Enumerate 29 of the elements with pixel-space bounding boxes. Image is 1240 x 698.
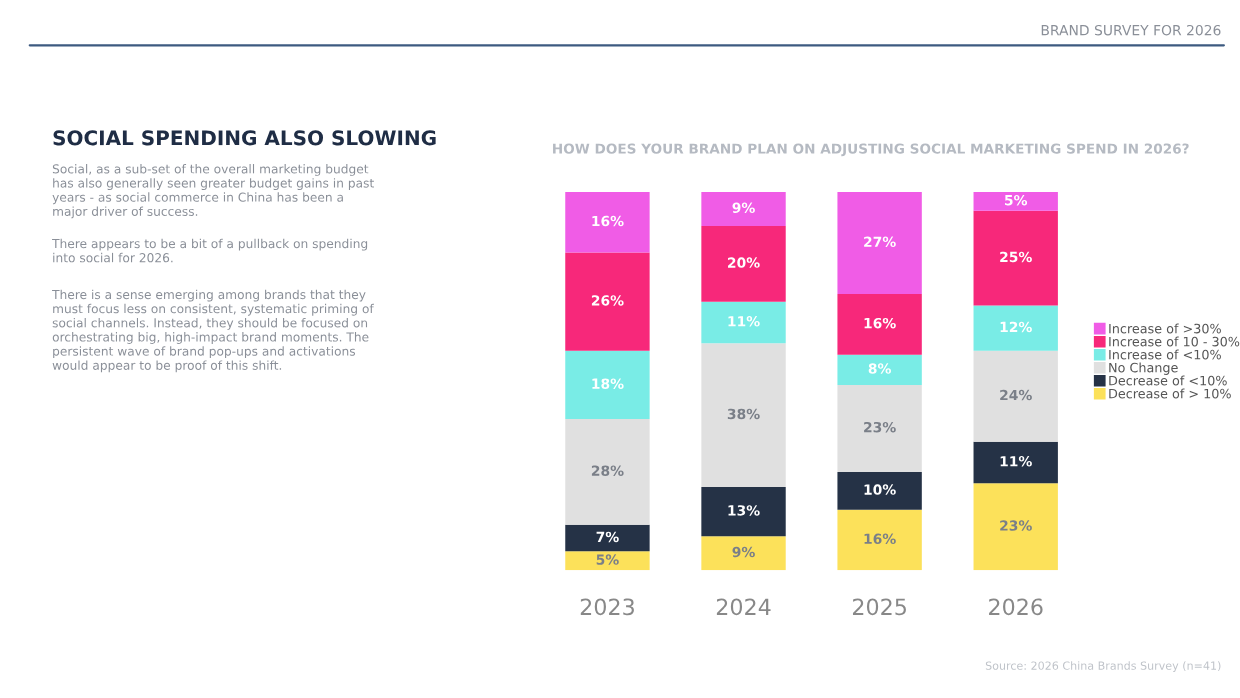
bar [837, 354, 922, 385]
bar [973, 350, 1058, 442]
bar [837, 191, 922, 295]
bar [701, 487, 786, 537]
bar [701, 536, 786, 571]
bar [837, 471, 922, 510]
x-tick-label: 2025 [852, 598, 906, 616]
bar [837, 294, 922, 355]
bar [565, 252, 650, 351]
bar [837, 509, 922, 571]
bar [701, 226, 786, 302]
bar [565, 191, 650, 253]
bar [565, 524, 650, 552]
bar [701, 191, 786, 226]
bar [565, 551, 650, 571]
bar [973, 305, 1058, 351]
text: SOCIAL SPENDING ALSO SLOWING [53, 130, 436, 146]
bar [973, 210, 1058, 306]
x-tick-label: 2024 [716, 598, 771, 616]
bar [701, 301, 786, 344]
bar [973, 441, 1058, 484]
bar [837, 384, 922, 472]
bar [565, 350, 650, 419]
bar [973, 191, 1058, 211]
bar [973, 483, 1058, 571]
bar [701, 343, 786, 488]
x-tick-label: 2023 [580, 598, 634, 616]
x-tick-label: 2026 [989, 598, 1043, 616]
bar [565, 418, 650, 525]
